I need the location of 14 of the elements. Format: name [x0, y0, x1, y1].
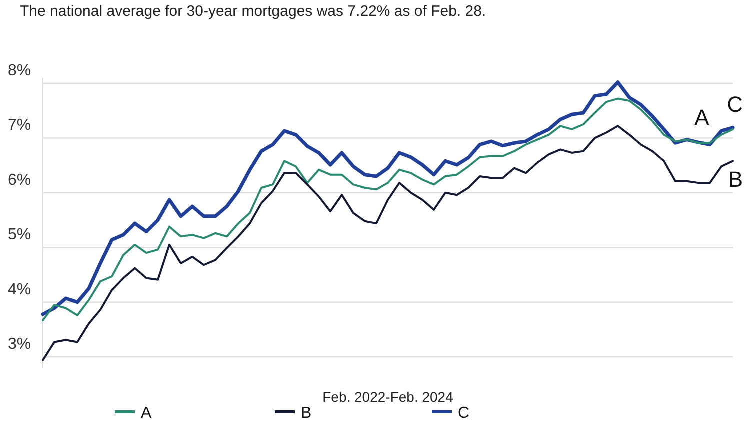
text: C — [727, 92, 743, 117]
y-tick-label: 6% — [8, 172, 32, 189]
y-tick-label: 8% — [8, 62, 32, 80]
text: A — [694, 105, 710, 130]
y-tick-label: 3% — [8, 336, 32, 354]
legend-label: A — [141, 405, 152, 422]
text: B — [728, 167, 743, 192]
y-tick-label: 5% — [8, 226, 32, 244]
chart-title: The national average for 30-year mortgages was 7.22% as of Feb. 28. — [20, 3, 486, 20]
legend-label: C — [458, 405, 470, 422]
legend-label: B — [301, 405, 312, 422]
y-tick-label: 4% — [8, 281, 32, 298]
y-tick-label: 7% — [8, 117, 32, 134]
x-axis-title: Feb. 2022-Feb. 2024 — [322, 389, 454, 405]
